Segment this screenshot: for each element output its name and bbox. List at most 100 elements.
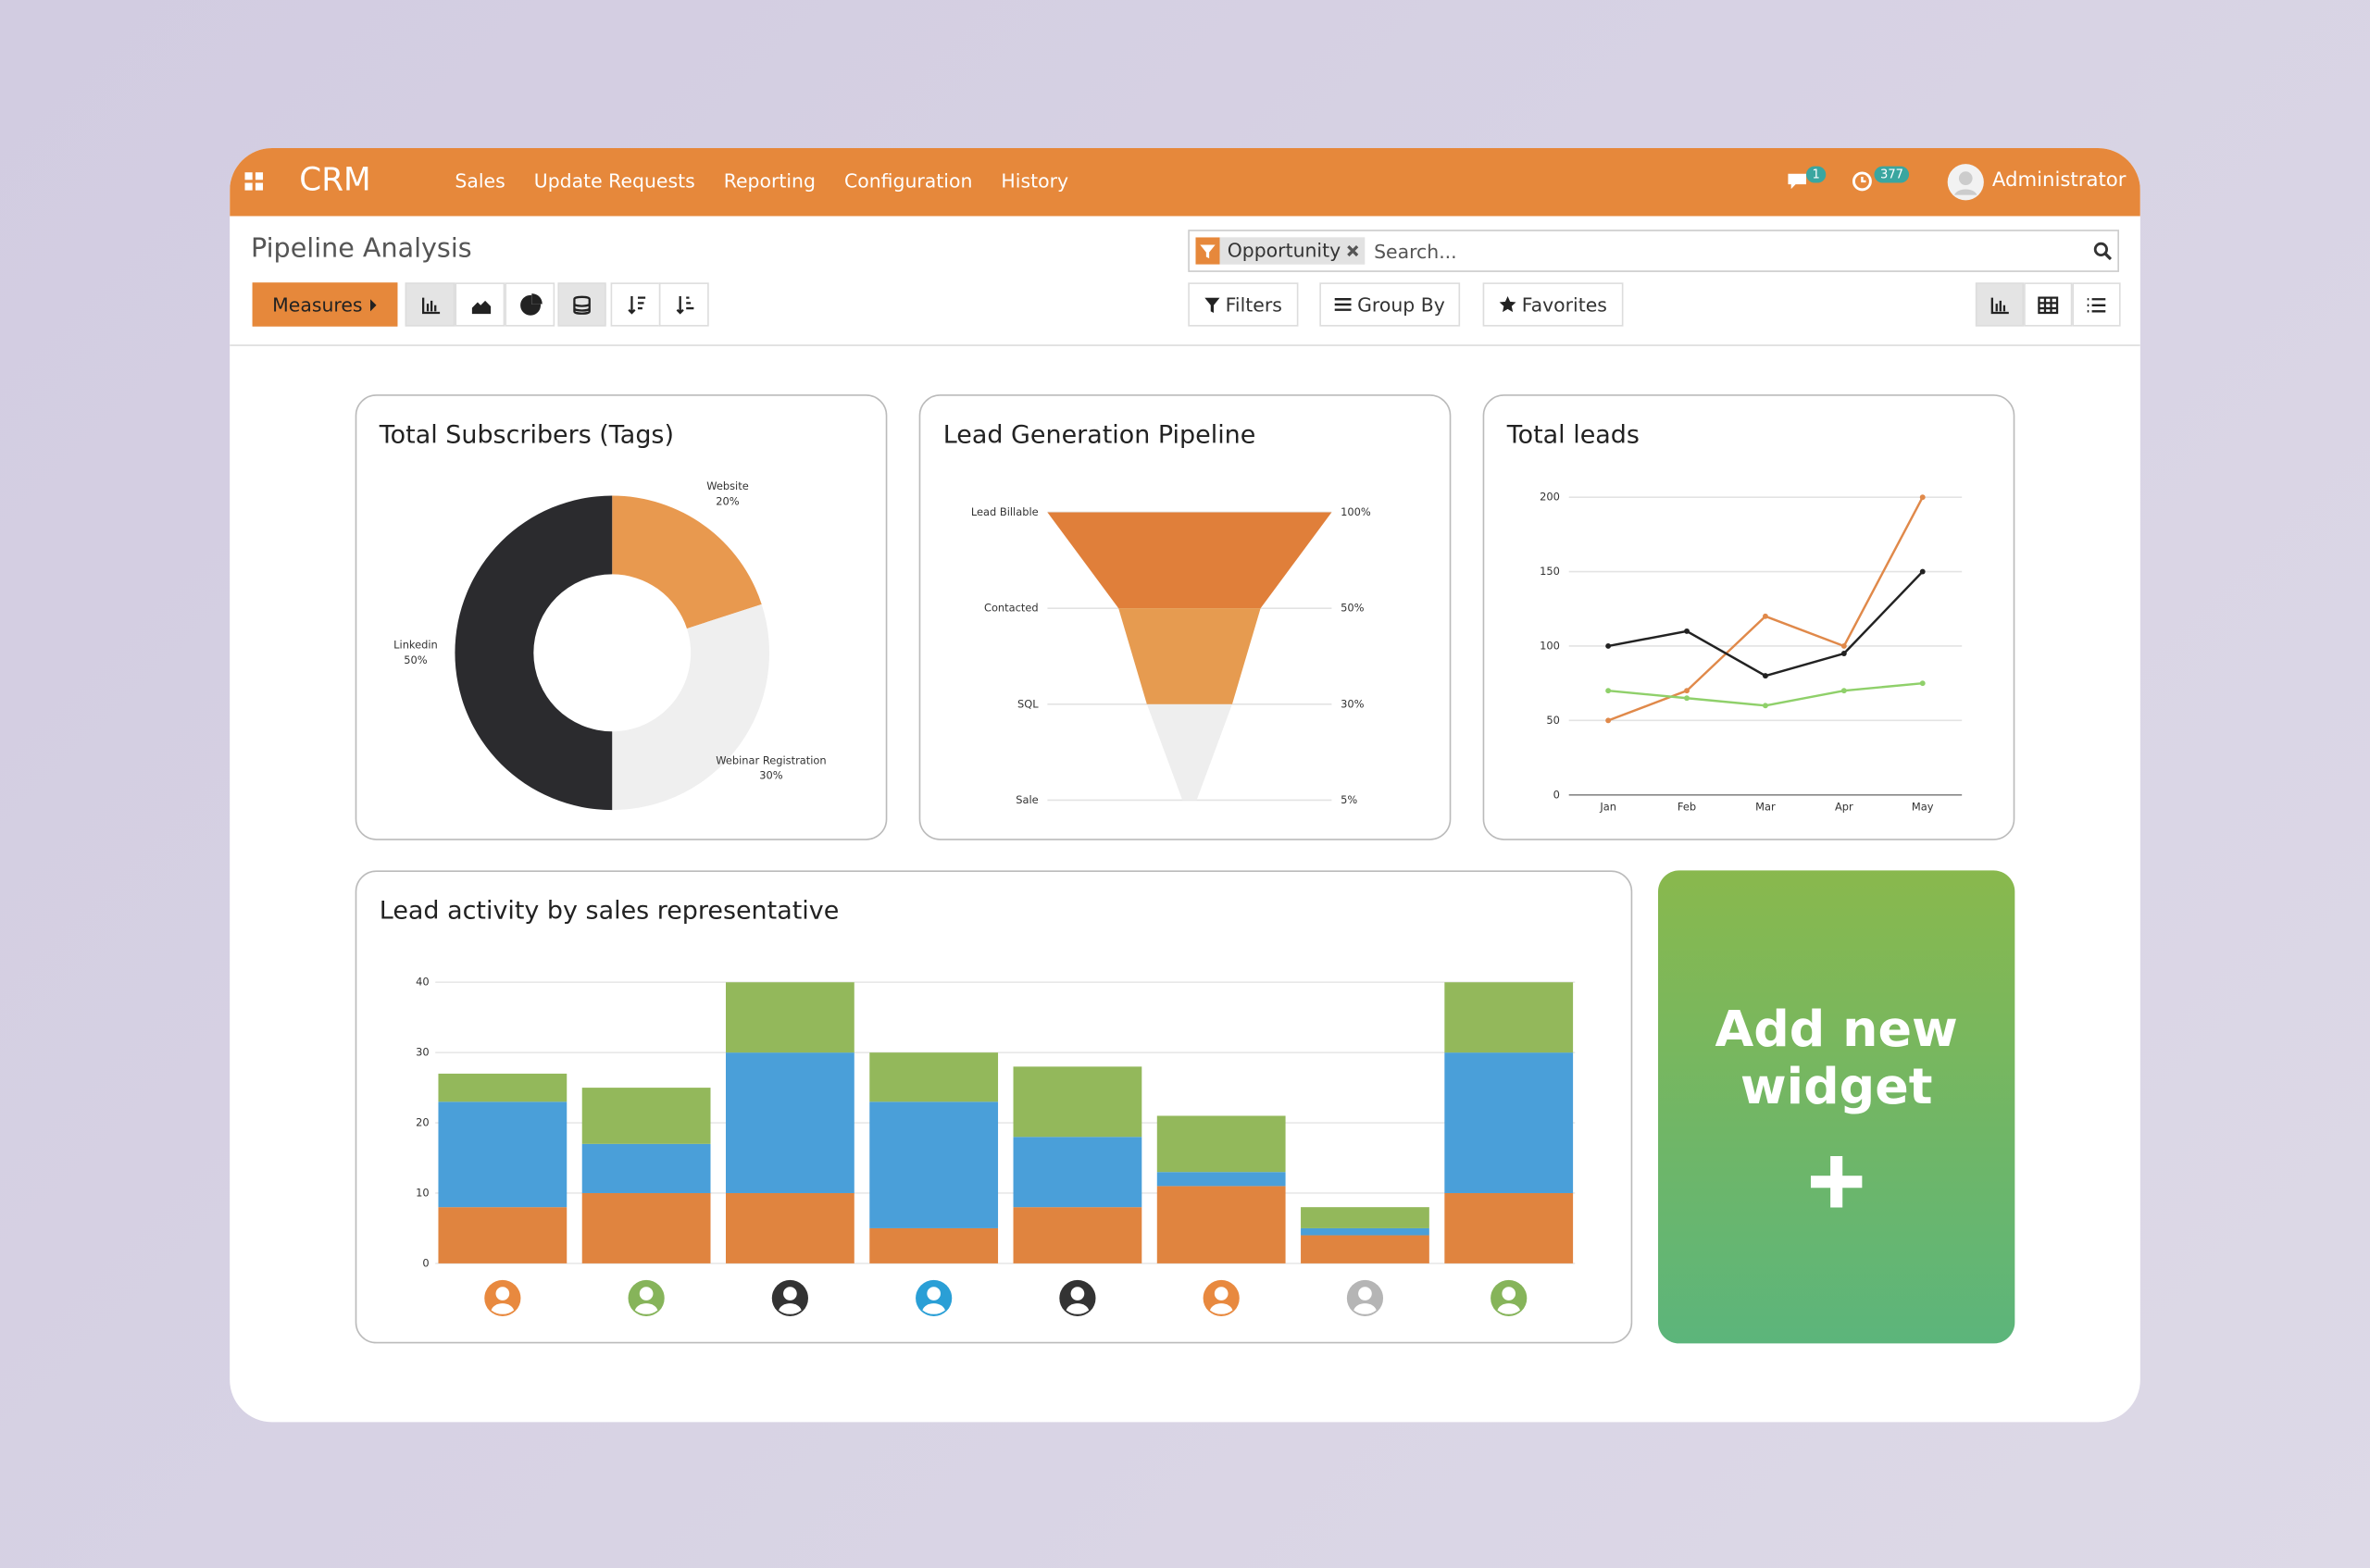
button-icon bbox=[627, 295, 645, 314]
chart-type-button[interactable] bbox=[557, 282, 606, 327]
avatar-head bbox=[783, 1287, 797, 1300]
group-icon bbox=[1334, 298, 1352, 311]
stage-value-label: 50% bbox=[1341, 602, 1365, 615]
group-by-button[interactable]: Group By bbox=[1319, 282, 1461, 327]
avatar-head bbox=[639, 1287, 654, 1300]
facet-icon bbox=[1195, 237, 1220, 265]
bar-segment bbox=[438, 1073, 568, 1102]
icon-shape bbox=[675, 295, 693, 314]
bar-segment bbox=[438, 1101, 568, 1208]
rep-avatar bbox=[1059, 1279, 1096, 1317]
menu: Sales Update Requests Reporting Configurati… bbox=[455, 169, 1068, 192]
view-button[interactable] bbox=[1975, 282, 2025, 327]
x-tick-label: Jan bbox=[1599, 800, 1616, 813]
filters-button[interactable]: Filters bbox=[1188, 282, 1299, 327]
pie-slice bbox=[455, 495, 613, 811]
apps-icon[interactable] bbox=[244, 172, 264, 191]
navbar: CRM Sales Update Requests Reporting Configu… bbox=[230, 148, 2140, 217]
x-tick-label: May bbox=[1912, 800, 1934, 813]
funnel-segment bbox=[1118, 608, 1261, 704]
button-icon bbox=[675, 295, 693, 314]
chart-type-button[interactable] bbox=[610, 282, 661, 327]
bar-segment bbox=[726, 1192, 854, 1263]
bar-segment bbox=[726, 1052, 854, 1193]
activity-icon[interactable] bbox=[1852, 170, 1873, 192]
add-widget[interactable]: Add new widget bbox=[1658, 870, 2015, 1344]
avatar-head bbox=[495, 1287, 510, 1300]
avatar-head bbox=[927, 1287, 941, 1300]
y-tick-label: 0 bbox=[1553, 788, 1560, 801]
bar-segment bbox=[869, 1052, 999, 1102]
button-icon bbox=[573, 294, 591, 315]
chart-type-button[interactable] bbox=[505, 282, 555, 327]
y-tick-label: 40 bbox=[416, 976, 430, 989]
bar-segment bbox=[1301, 1227, 1429, 1236]
facet-remove[interactable] bbox=[1347, 244, 1359, 257]
view-button[interactable] bbox=[2024, 282, 2073, 327]
avatar-head bbox=[1502, 1287, 1516, 1300]
user-avatar[interactable] bbox=[1947, 163, 1985, 201]
slice-label: Linkedin bbox=[393, 639, 438, 652]
chart: 0 10 20 30 40 bbox=[416, 976, 1576, 1317]
menu-item[interactable]: Reporting bbox=[723, 168, 816, 193]
facet[interactable]: Opportunity bbox=[1219, 237, 1366, 265]
icon-shape bbox=[1990, 296, 2009, 314]
y-tick-label: 200 bbox=[1540, 491, 1560, 504]
bar-segment bbox=[1013, 1066, 1142, 1138]
stage-value-label: 5% bbox=[1341, 793, 1357, 806]
menu-item[interactable]: History bbox=[1001, 168, 1069, 193]
rep-avatar bbox=[484, 1279, 521, 1317]
bar-segment bbox=[1156, 1186, 1286, 1263]
line-point bbox=[1762, 673, 1768, 679]
line-point bbox=[1919, 494, 1926, 501]
card-title: Total Subscribers (Tags) bbox=[379, 419, 674, 449]
avatar-head bbox=[1070, 1287, 1085, 1300]
plus-icon bbox=[1810, 1155, 1863, 1208]
slice-label: Website bbox=[706, 479, 748, 492]
chart-type-button[interactable] bbox=[405, 282, 455, 327]
button-icon bbox=[421, 296, 440, 314]
measures-label: Measures bbox=[272, 292, 363, 317]
slice-value-label: 50% bbox=[404, 653, 428, 666]
rep-avatar bbox=[1346, 1279, 1384, 1317]
menu-item[interactable]: Update Requests bbox=[533, 168, 695, 193]
y-tick-label: 100 bbox=[1540, 639, 1560, 652]
x-tick-label: Feb bbox=[1678, 800, 1696, 813]
chart: 0 50 100 150 200 Jan Feb Mar Apr May bbox=[1540, 491, 1963, 813]
card: Lead activity by sales representative 0 10… bbox=[355, 870, 1633, 1344]
measures-button[interactable]: Measures bbox=[252, 282, 398, 327]
menu-item[interactable]: Configuration bbox=[843, 168, 973, 193]
search-box[interactable]: Opportunity Search... bbox=[1188, 230, 2119, 272]
user-name[interactable]: Administrator bbox=[1991, 168, 2127, 193]
stage-label: Contacted bbox=[984, 602, 1039, 615]
icon-shape bbox=[573, 294, 591, 315]
button-icon bbox=[2038, 295, 2059, 314]
search-placeholder: Search... bbox=[1374, 240, 1457, 264]
rep-avatar bbox=[1491, 1279, 1528, 1317]
rep-avatar bbox=[628, 1279, 665, 1317]
line-point bbox=[1919, 680, 1926, 687]
chat-icon[interactable] bbox=[1787, 170, 1808, 192]
avatar-body bbox=[922, 1303, 945, 1314]
button-icon bbox=[2087, 297, 2106, 312]
slice-label: Webinar Registration bbox=[716, 753, 826, 766]
menu-item[interactable]: Sales bbox=[455, 168, 505, 193]
icon-shape bbox=[519, 292, 542, 315]
filter-icon bbox=[1204, 296, 1220, 313]
card-title: Lead activity by sales representative bbox=[379, 896, 840, 926]
bar-segment bbox=[1013, 1137, 1142, 1208]
chart-type-button[interactable] bbox=[455, 282, 505, 327]
card: Lead Generation Pipeline Lead Billable 100… bbox=[918, 394, 1452, 840]
bar-segment bbox=[581, 1192, 711, 1263]
bar-segment bbox=[726, 982, 854, 1053]
favorites-button[interactable]: Favorites bbox=[1482, 282, 1624, 327]
view-button[interactable] bbox=[2072, 282, 2121, 327]
search-icon[interactable] bbox=[2093, 242, 2112, 260]
icon-shape bbox=[2038, 295, 2059, 314]
brand[interactable]: CRM bbox=[299, 161, 371, 198]
chart-type-button[interactable] bbox=[658, 282, 709, 327]
app-window: CRM Sales Update Requests Reporting Configu… bbox=[230, 148, 2140, 1423]
avatar-body bbox=[491, 1303, 515, 1314]
bar-segment bbox=[1444, 982, 1574, 1053]
